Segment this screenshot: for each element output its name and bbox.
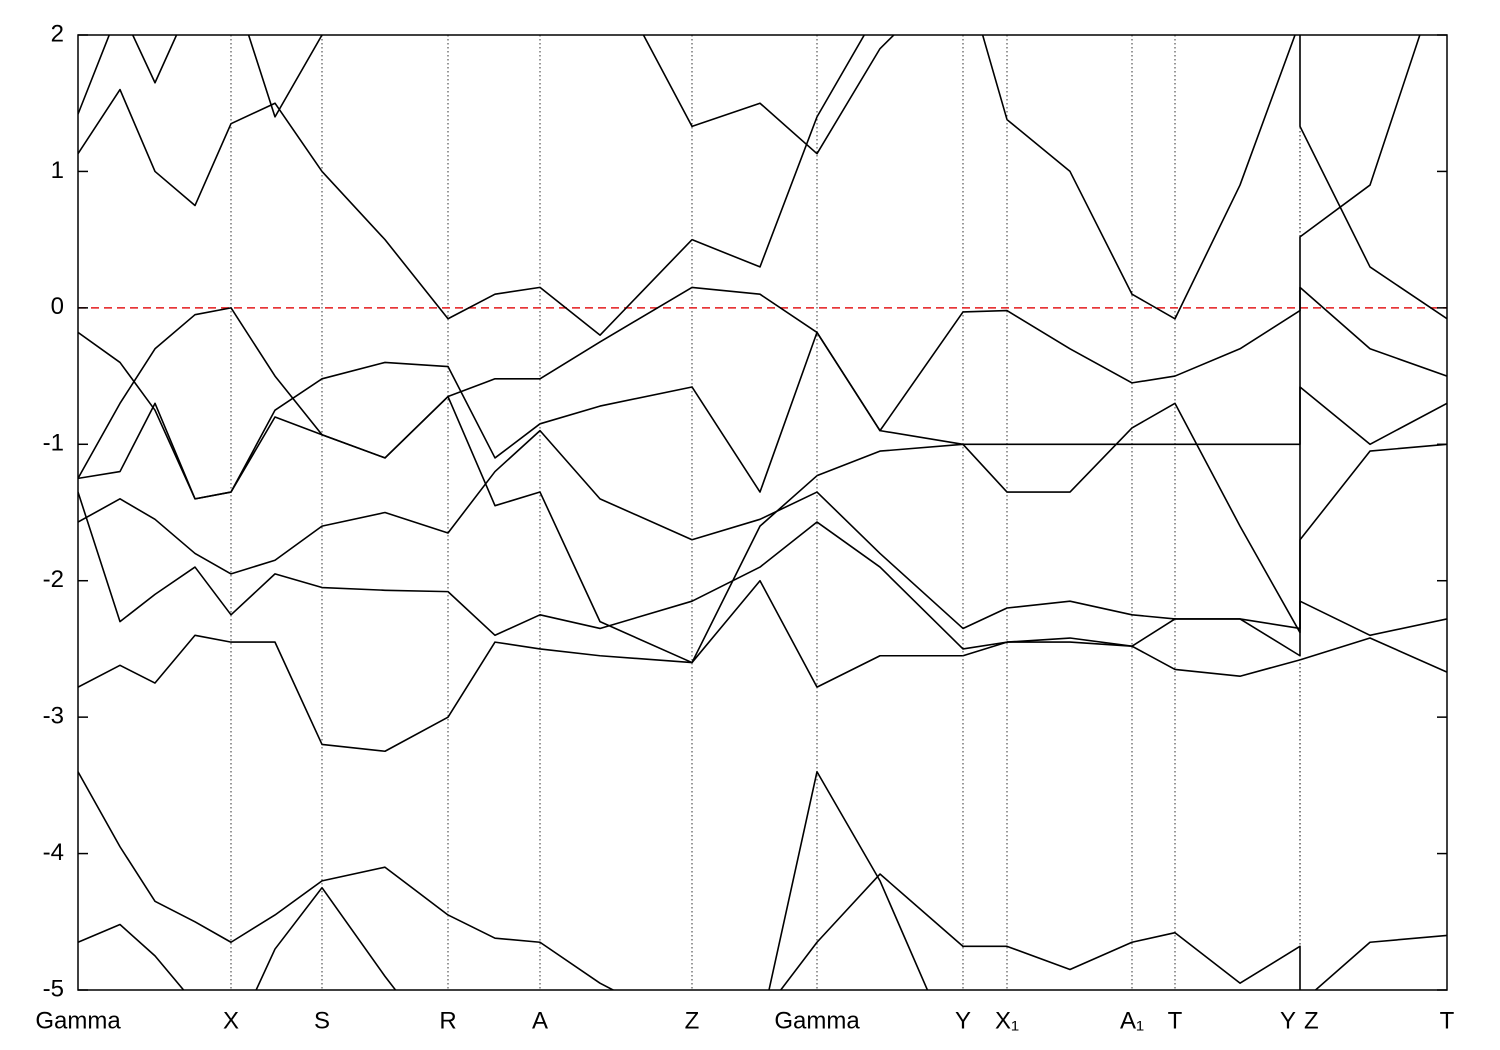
- band-line: [78, 35, 895, 155]
- x-tick-label: Gamma: [35, 1007, 121, 1034]
- y-tick-label: 2: [51, 20, 64, 47]
- band-line: [78, 771, 1447, 990]
- band-line: [78, 286, 1447, 500]
- y-tick-label: -4: [43, 839, 64, 866]
- x-tick-label: Gamma: [774, 1007, 860, 1034]
- band-line: [78, 429, 1447, 630]
- y-tick-label: -1: [43, 430, 64, 457]
- y-tick-label: 1: [51, 157, 64, 184]
- y-tick-label: -2: [43, 566, 64, 593]
- x-tick-label: Y: [955, 1007, 971, 1034]
- x-tick-label: Y: [1280, 1007, 1296, 1034]
- x-tick-label: Z: [1304, 1007, 1319, 1034]
- x-tick-label: X₁: [995, 1007, 1019, 1034]
- x-tick-label: S: [314, 1007, 330, 1034]
- band-line: [78, 386, 1447, 664]
- band-line: [78, 491, 1447, 657]
- band-line: [78, 770, 929, 990]
- plot-frame: [77, 34, 1448, 991]
- y-tick-label: -3: [43, 702, 64, 729]
- band-line: [78, 35, 1447, 336]
- x-tick-label: R: [439, 1007, 456, 1034]
- band-line: [78, 579, 1447, 753]
- x-tick-label: X: [223, 1007, 239, 1034]
- y-tick-label: 0: [51, 293, 64, 320]
- plot-area: [78, 35, 1447, 990]
- y-tick-label: -5: [43, 975, 64, 1002]
- x-tick-label: T: [1168, 1007, 1183, 1034]
- x-tick-label: T: [1440, 1007, 1455, 1034]
- x-tick-label: Z: [685, 1007, 700, 1034]
- x-tick-label: A: [532, 1007, 548, 1034]
- x-tick-label: A₁: [1120, 1007, 1144, 1034]
- band-line: [78, 35, 1421, 479]
